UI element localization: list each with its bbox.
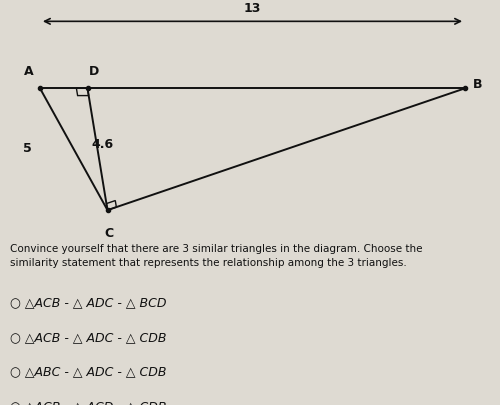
Text: ○ △ACB - △ ACD - △ CDB: ○ △ACB - △ ACD - △ CDB	[10, 399, 166, 405]
Text: ○ △ACB - △ ADC - △ CDB: ○ △ACB - △ ADC - △ CDB	[10, 330, 166, 343]
Text: 4.6: 4.6	[92, 137, 114, 150]
Text: C: C	[104, 226, 113, 239]
Text: B: B	[473, 78, 482, 91]
Text: A: A	[24, 64, 34, 77]
Text: ○ △ACB - △ ADC - △ BCD: ○ △ACB - △ ADC - △ BCD	[10, 296, 166, 309]
Text: 5: 5	[23, 141, 32, 154]
Text: D: D	[88, 64, 99, 77]
Text: ○ △ABC - △ ADC - △ CDB: ○ △ABC - △ ADC - △ CDB	[10, 364, 166, 377]
Text: Convince yourself that there are 3 similar triangles in the diagram. Choose the
: Convince yourself that there are 3 simil…	[10, 243, 422, 267]
Text: 13: 13	[244, 2, 261, 15]
